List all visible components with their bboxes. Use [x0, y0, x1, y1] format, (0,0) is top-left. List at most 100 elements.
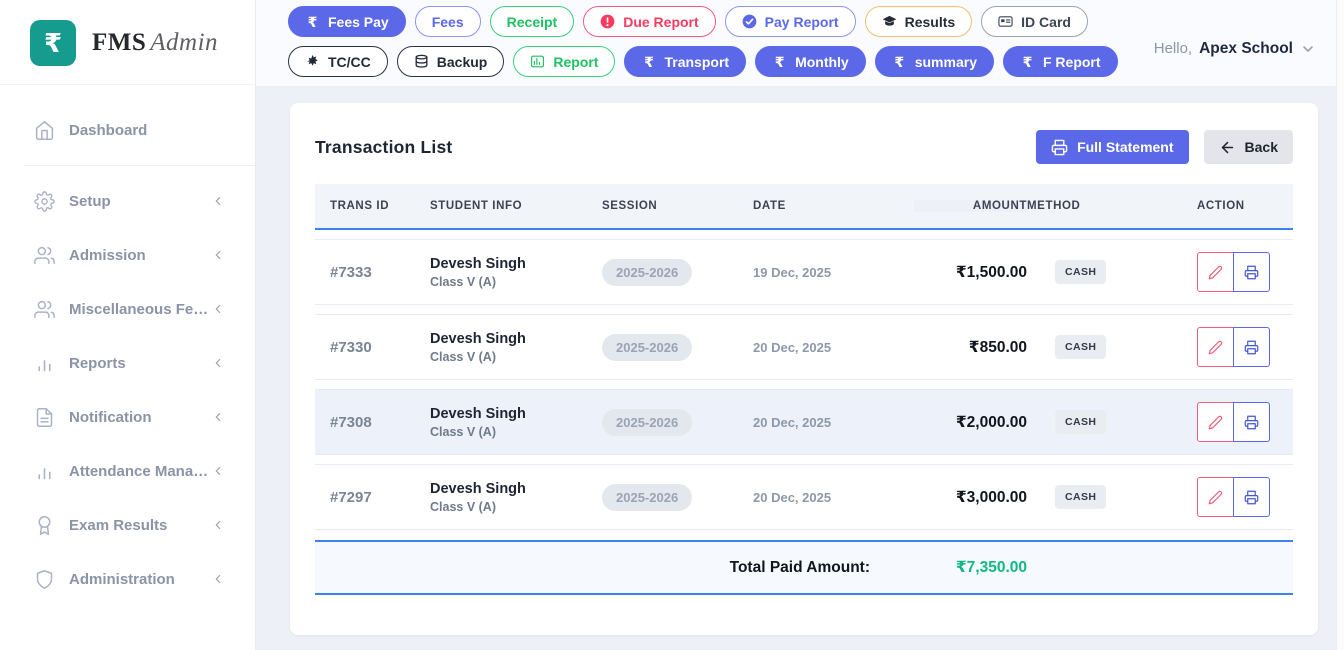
column-header-trans-id: TRANS ID	[330, 200, 390, 212]
quick-nav: ₹ Fees Pay Fees Receipt Due Report Pay Report…	[288, 6, 1118, 77]
sidebar-item-admission[interactable]: Admission	[0, 228, 255, 282]
table-row: #7330 Devesh Singh Class V (A) 2025-2026 20 …	[315, 314, 1293, 380]
action-cell	[1197, 477, 1293, 517]
transaction-amount: ₹3,000.00	[955, 488, 1027, 506]
student-name: Devesh Singh	[430, 255, 526, 272]
sidebar-nav: Dashboard Setup Admission Miscellaneous Fe……	[0, 85, 255, 606]
id-card-icon	[998, 14, 1013, 29]
action-cell	[1197, 402, 1293, 442]
rupee-icon: ₹	[774, 53, 785, 70]
chevron-left-icon	[211, 248, 225, 262]
action-cell	[1197, 327, 1293, 367]
sidebar-item-reports[interactable]: Reports	[0, 336, 255, 390]
nav-pill-tc-cc[interactable]: TC/CC	[288, 46, 388, 77]
nav-pill-fees[interactable]: Fees	[414, 6, 481, 37]
nav-pill-pay-report[interactable]: Pay Report	[724, 6, 856, 37]
sidebar-item-miscellaneous-fe[interactable]: Miscellaneous Fe…	[0, 282, 255, 336]
column-header-session: SESSION	[602, 200, 658, 212]
nav-pill-backup[interactable]: Backup	[396, 46, 505, 77]
user-name: Apex School	[1199, 39, 1293, 57]
transaction-date: 20 Dec, 2025	[753, 489, 832, 505]
topbar: ₹ Fees Pay Fees Receipt Due Report Pay Report…	[256, 0, 1344, 86]
nav-pill-report[interactable]: Report	[513, 46, 616, 77]
nav-pill-monthly[interactable]: ₹ Monthly	[755, 46, 866, 77]
session-cell: 2025-2026	[602, 333, 753, 361]
trans-id: #7297	[330, 488, 372, 506]
scrollbar-track[interactable]	[1336, 0, 1344, 650]
edit-button[interactable]	[1197, 477, 1234, 517]
rupee-icon: ₹	[307, 13, 318, 30]
print-button[interactable]	[1233, 252, 1270, 292]
edit-button[interactable]	[1197, 252, 1234, 292]
rupee-logo-icon: ₹	[30, 20, 76, 66]
print-button[interactable]	[1233, 402, 1270, 442]
page-title: Transaction List	[315, 136, 453, 157]
sidebar-item-label: Dashboard	[69, 121, 148, 139]
nav-pill-f-report[interactable]: ₹ F Report	[1002, 46, 1118, 77]
student-info: Devesh Singh Class V (A)	[430, 480, 602, 514]
user-menu[interactable]: Hello, Apex School	[1154, 40, 1316, 58]
nav-pill-label: Receipt	[506, 13, 558, 30]
check-circle-icon	[742, 14, 757, 29]
full-statement-button[interactable]: Full Statement	[1036, 130, 1189, 164]
nav-pill-transport[interactable]: ₹ Transport	[624, 46, 747, 77]
method-badge: CASH	[1055, 335, 1107, 359]
transaction-date: 19 Dec, 2025	[753, 264, 832, 280]
sidebar-item-administration[interactable]: Administration	[0, 552, 255, 606]
users-icon	[34, 299, 55, 320]
sidebar-item-exam-results[interactable]: Exam Results	[0, 498, 255, 552]
bar-chart-icon	[34, 353, 55, 374]
alert-circle-icon	[600, 14, 615, 29]
nav-pill-label: Due Report	[623, 13, 699, 30]
back-button[interactable]: Back	[1203, 130, 1293, 164]
rupee-icon: ₹	[644, 53, 654, 70]
table-total-row: Total Paid Amount: ₹7,350.00	[315, 540, 1293, 595]
nav-pill-label: ID Card	[1021, 13, 1071, 30]
student-class: Class V (A)	[430, 350, 496, 365]
nav-pill-results[interactable]: Results	[864, 6, 973, 37]
nav-pill-fees-pay[interactable]: ₹ Fees Pay	[288, 6, 406, 37]
sidebar-item-notification[interactable]: Notification	[0, 390, 255, 444]
nav-pill-id-card[interactable]: ID Card	[981, 6, 1088, 37]
transaction-amount: ₹2,000.00	[955, 413, 1027, 431]
nav-pill-label: TC/CC	[328, 53, 371, 70]
sidebar-item-setup[interactable]: Setup	[0, 174, 255, 228]
brand[interactable]: ₹ FMS Admin	[0, 0, 255, 85]
rupee-icon: ₹	[894, 53, 905, 70]
action-button-group	[1197, 402, 1270, 442]
brand-name-light: Admin	[150, 29, 219, 56]
edit-button[interactable]	[1197, 327, 1234, 367]
nav-pill-due-report[interactable]: Due Report	[583, 6, 716, 37]
sidebar-item-dashboard[interactable]: Dashboard	[0, 103, 255, 157]
graduation-cap-icon	[882, 14, 897, 29]
print-button[interactable]	[1233, 327, 1270, 367]
card-header-actions: Full Statement Back	[1036, 130, 1293, 164]
student-class: Class V (A)	[430, 275, 496, 290]
table-header-row: TRANS ID STUDENT INFO SESSION DATE AMOUNT MET…	[315, 184, 1293, 230]
quick-nav-row-2: TC/CC Backup Report ₹ Transport ₹ Monthly ₹ summ…	[288, 46, 1118, 77]
greeting-text: Hello,	[1153, 40, 1193, 57]
student-class: Class V (A)	[430, 425, 496, 440]
shield-icon	[34, 569, 55, 590]
main-region: ₹ Fees Pay Fees Receipt Due Report Pay Report…	[256, 0, 1344, 650]
sidebar-item-attendance-mana[interactable]: Attendance Mana…	[0, 444, 255, 498]
print-button[interactable]	[1233, 477, 1270, 517]
method-cell: CASH	[1027, 335, 1197, 359]
column-header-amount: AMOUNT	[914, 200, 1027, 212]
chevron-left-icon	[211, 194, 225, 208]
session-cell: 2025-2026	[602, 408, 753, 436]
sidebar: ₹ FMS Admin Dashboard Setup Admission Miscel…	[0, 0, 256, 650]
nav-pill-label: Fees Pay	[328, 13, 389, 30]
session-cell: 2025-2026	[602, 258, 753, 286]
nav-pill-summary[interactable]: ₹ summary	[874, 46, 994, 77]
sidebar-item-label: Exam Results	[69, 516, 168, 534]
edit-button[interactable]	[1197, 402, 1234, 442]
sidebar-item-label: Attendance Mana…	[69, 462, 209, 480]
nav-pill-receipt[interactable]: Receipt	[489, 6, 575, 37]
session-badge: 2025-2026	[602, 258, 693, 286]
student-class: Class V (A)	[430, 500, 496, 515]
sidebar-item-label: Reports	[69, 354, 126, 372]
brand-name-bold: FMS	[92, 29, 147, 56]
card-header: Transaction List Full Statement Back	[290, 103, 1318, 184]
